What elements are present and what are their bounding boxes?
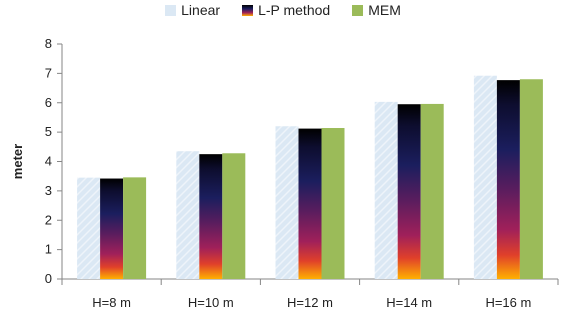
bars <box>77 75 543 280</box>
x-tick-label: H=16 m <box>485 295 531 310</box>
legend-item-linear: Linear <box>165 2 220 18</box>
bar-mem <box>519 79 543 279</box>
x-tick-label: H=10 m <box>188 295 234 310</box>
bar-linear <box>275 126 299 279</box>
bar-mem <box>123 177 147 279</box>
y-tick-label: 5 <box>45 124 52 139</box>
x-tick-label: H=14 m <box>386 295 432 310</box>
legend-swatch-mem <box>352 4 364 16</box>
bar-linear <box>176 151 200 279</box>
legend-label-mem: MEM <box>368 2 401 18</box>
bar-lp-method <box>496 80 520 279</box>
y-tick-label: 8 <box>45 36 52 51</box>
x-tick-label: H=12 m <box>287 295 333 310</box>
bar-mem <box>420 103 444 279</box>
legend-item-lp-method: L-P method <box>242 2 330 18</box>
y-tick-label: 3 <box>45 183 52 198</box>
legend-item-mem: MEM <box>352 2 401 18</box>
y-tick-label: 6 <box>45 95 52 110</box>
y-tick-label: 2 <box>45 212 52 227</box>
legend-swatch-linear <box>165 4 177 16</box>
bar-mem <box>321 128 345 279</box>
bar-lp-method <box>298 128 322 279</box>
bar-linear <box>473 75 497 279</box>
legend-label-lp-method: L-P method <box>258 2 331 18</box>
legend: Linear L-P method MEM <box>0 2 566 18</box>
bar-lp-method <box>100 178 124 279</box>
bar-mem <box>222 153 246 279</box>
y-tick-label: 7 <box>45 65 52 80</box>
bar-lp-method <box>397 104 421 279</box>
y-axis-label: meter <box>10 144 25 179</box>
axis-labels: 0 1 2 3 4 5 6 7 8 meter H=8 m H=10 m H=12 m H=14 m H=1… <box>10 36 531 310</box>
bar-lp-method <box>199 154 223 279</box>
y-tick-label: 4 <box>45 154 52 169</box>
y-tick-label: 1 <box>45 242 52 257</box>
x-tick-label: H=8 m <box>92 295 131 310</box>
bar-linear <box>374 101 398 280</box>
y-tick-label: 0 <box>45 271 52 286</box>
legend-label-linear: Linear <box>181 2 221 18</box>
bar-linear <box>77 177 101 279</box>
legend-swatch-lp-method <box>242 4 254 16</box>
